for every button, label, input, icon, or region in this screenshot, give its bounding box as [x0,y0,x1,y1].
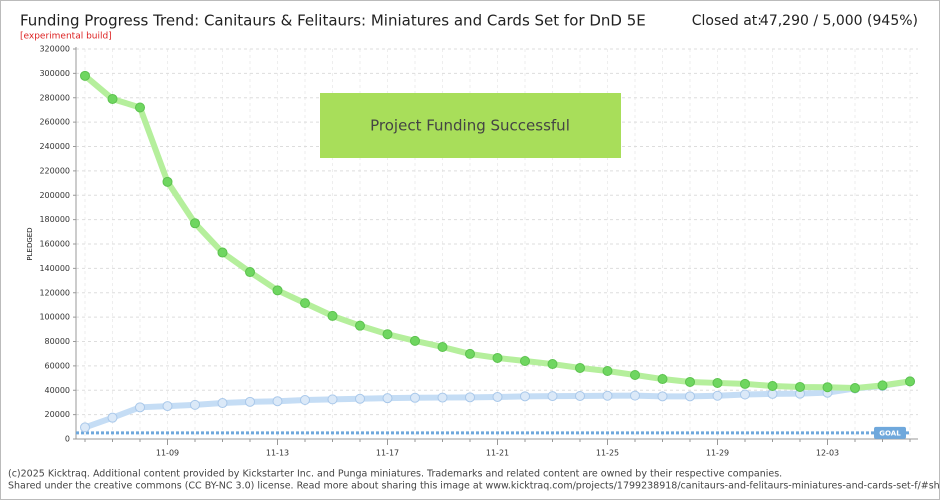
annotation-box [320,93,621,158]
y-tick-label: 40000 [45,386,70,395]
data-point [272,285,283,296]
data-point [575,362,585,373]
data-point [107,93,118,104]
data-point [657,391,668,402]
chart-title: Funding Progress Trend: Canitaurs & Feli… [20,12,646,30]
data-point [575,390,585,401]
data-point [850,383,860,394]
data-point [685,376,695,387]
y-tick-label: 140000 [39,264,70,273]
x-tick-label: 11-17 [376,449,399,458]
data-point [602,390,613,401]
data-point [465,348,475,359]
data-point [520,391,530,402]
data-point [382,329,393,340]
data-point [190,399,200,410]
annotation: Project Funding Successful [370,117,570,135]
data-point [492,391,503,402]
data-point [437,392,448,403]
data-point [80,70,90,81]
y-axis-label: PLEDGED [26,227,34,260]
data-point [162,176,173,187]
data-point [410,335,420,346]
y-tick-label: 260000 [39,118,70,127]
data-point [135,102,145,113]
y-tick-label: 280000 [39,93,70,102]
data-point [327,394,338,405]
data-point [80,422,90,433]
goal-badge [874,426,906,439]
data-point [740,389,750,400]
footer: Shared under the creative commons (CC BY… [8,481,940,492]
y-tick-label: 160000 [39,240,70,249]
data-point [547,391,558,402]
data-point [740,378,750,389]
data-point [107,412,118,423]
y-tick-label: 0 [65,435,70,444]
footer: (c)2025 Kicktraq. Additional content pro… [8,469,782,480]
y-tick-label: 80000 [45,337,70,346]
x-tick-label: 12-03 [816,449,839,458]
y-tick-label: 20000 [45,410,70,419]
data-point [492,352,503,363]
data-point [245,267,255,278]
data-point [382,393,393,404]
data-point [602,365,613,376]
data-point [657,374,668,385]
data-point [162,401,173,412]
data-point [410,392,420,403]
x-tick-label: 11-13 [266,449,289,458]
data-point [327,310,338,321]
data-point [877,380,888,391]
data-point [767,380,778,391]
data-point [135,402,145,413]
data-point [272,396,283,407]
data-point [630,390,640,401]
closed-label: Closed at: [692,13,762,29]
data-point [190,218,200,229]
data-point [630,370,640,381]
data-point [795,381,805,392]
data-point [300,395,310,405]
data-point [355,393,365,404]
y-tick-label: 100000 [39,313,70,322]
data-point [547,359,558,370]
y-tick-label: 220000 [39,166,70,175]
data-point [355,320,365,331]
closed-value: 47,290 / 5,000 (945%) [760,13,918,29]
x-tick-label: 11-29 [706,449,729,458]
data-point [905,376,915,387]
data-point [245,396,255,407]
y-tick-label: 180000 [39,215,70,224]
subtitle: [experimental build] [20,32,112,42]
data-point [712,390,723,401]
x-tick-label: 11-25 [596,449,619,458]
x-tick-label: 11-21 [486,449,509,458]
x-tick-label: 11-09 [156,449,179,458]
data-point [685,391,695,402]
plot: 0 20000 40000 60000 80000 100000 120000 140000 1… [39,45,918,458]
y-tick-label: 300000 [39,69,70,78]
data-point [822,382,833,393]
goal-label: GOAL [879,429,901,437]
data-point [437,341,448,352]
y-tick-label: 120000 [39,288,70,297]
data-point [217,247,228,258]
y-tick-label: 320000 [39,45,70,54]
y-tick-label: 200000 [39,191,70,200]
data-point [217,398,228,409]
data-point [300,298,310,309]
y-tick-label: 240000 [39,142,70,151]
data-point [712,377,723,388]
data-point [520,356,530,366]
y-tick-label: 60000 [45,361,70,370]
data-point [465,392,475,403]
